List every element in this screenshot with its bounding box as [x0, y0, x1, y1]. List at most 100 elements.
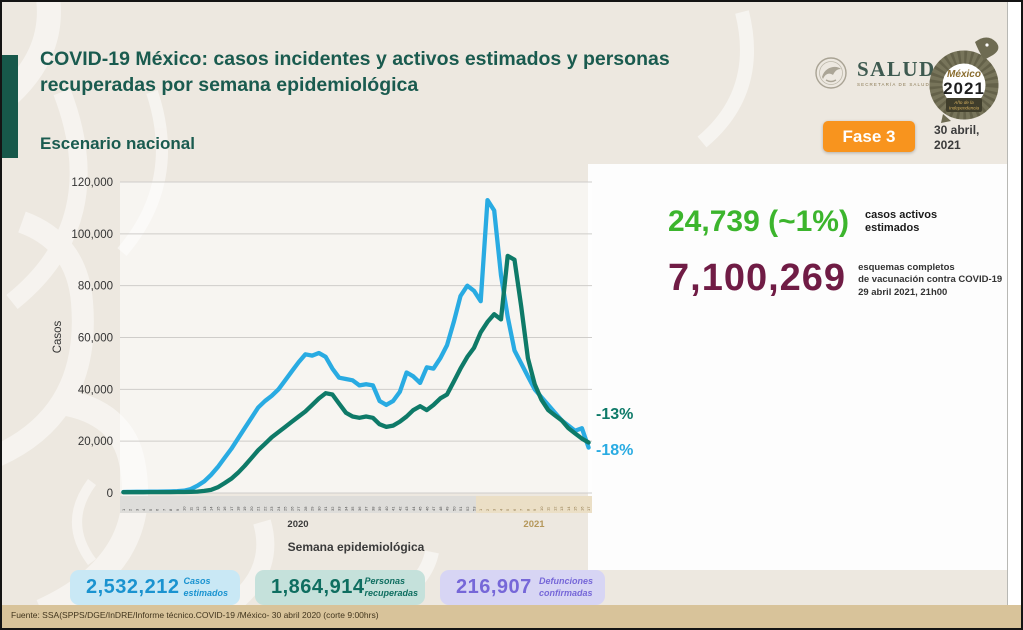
y-axis-tick-labels: 0 20,000 40,000 60,000 80,000 100,000 120,000 [71, 177, 113, 500]
x-axis-title: Semana epidemiológica [288, 540, 425, 554]
svg-text:15: 15 [573, 506, 578, 511]
svg-text:40: 40 [384, 506, 389, 511]
svg-text:44: 44 [411, 506, 416, 511]
svg-text:32: 32 [330, 506, 335, 511]
card-defunciones-label: Defunciones confirmadas [539, 576, 593, 599]
svg-text:1: 1 [121, 508, 126, 511]
vaccination-label-line2: de vacunación contra COVID-19 [858, 274, 1003, 286]
svg-text:28: 28 [303, 506, 308, 511]
annotation-estimados-pct: -18% [596, 442, 633, 459]
card-casos-estimados-value: 2,532,212 [86, 576, 180, 598]
svg-text:38: 38 [370, 506, 375, 511]
svg-text:13: 13 [202, 506, 207, 511]
svg-text:45: 45 [418, 506, 423, 511]
svg-text:49: 49 [445, 506, 450, 511]
svg-text:60,000: 60,000 [78, 333, 113, 345]
svg-text:17: 17 [586, 506, 591, 511]
svg-text:22: 22 [262, 506, 267, 511]
svg-text:12: 12 [552, 506, 557, 511]
svg-text:43: 43 [404, 506, 409, 511]
fase-badge: Fase 3 [823, 121, 915, 152]
svg-text:7: 7 [519, 508, 524, 511]
svg-text:20: 20 [249, 506, 254, 511]
svg-text:8: 8 [525, 508, 530, 511]
vaccination-label: esquemas completos de vacunación contra … [858, 262, 1002, 299]
svg-text:34: 34 [343, 506, 348, 511]
date-label: 30 abril, 2021 [934, 123, 979, 153]
vaccination-label-line1: esquemas completos [858, 262, 955, 273]
svg-text:12: 12 [195, 506, 200, 511]
svg-text:4: 4 [141, 508, 146, 511]
svg-text:25: 25 [283, 506, 288, 511]
svg-text:29: 29 [310, 506, 315, 511]
svg-text:10: 10 [182, 506, 187, 511]
svg-text:27: 27 [296, 506, 301, 511]
x-group-label-2020: 2020 [287, 519, 308, 530]
svg-text:13: 13 [559, 506, 564, 511]
active-cases-label-line1: casos activos [864, 209, 938, 221]
svg-text:24: 24 [276, 506, 281, 511]
svg-text:39: 39 [377, 506, 382, 511]
svg-text:31: 31 [323, 506, 328, 511]
svg-text:51: 51 [458, 506, 463, 511]
x-group-label-2021: 2021 [523, 519, 545, 530]
footer-source-text: Fuente: SSA(SPPS/DGE/InDRE/Informe técni… [11, 610, 379, 620]
svg-text:23: 23 [269, 506, 274, 511]
mexico-logo-sub1: Año de la [953, 100, 974, 105]
epidemic-week-chart: 0 20,000 40,000 60,000 80,000 100,000 120,000 … [47, 177, 647, 557]
salud-logo-subtext: SECRETARÍA DE SALUD [857, 82, 930, 87]
x-axis-week-labels: 1 2 3 4 5 6 7 8 9 10 11 12 13 14 15 16 17 18 19 20 21 22 23 24 2… [121, 506, 591, 511]
svg-text:8: 8 [168, 508, 173, 511]
svg-text:30: 30 [316, 506, 321, 511]
svg-text:41: 41 [391, 506, 396, 511]
svg-text:52: 52 [465, 506, 470, 511]
svg-text:80,000: 80,000 [78, 281, 113, 293]
mexico-logo-year: 2021 [943, 79, 985, 98]
series-lines [121, 197, 591, 495]
svg-text:6: 6 [155, 508, 160, 511]
svg-text:100,000: 100,000 [71, 229, 113, 241]
date-line1: 30 abril, [934, 123, 980, 137]
svg-text:1: 1 [478, 508, 483, 511]
card-personas-label-line2: recuperadas [364, 587, 419, 598]
card-personas-label-line1: Personas [364, 575, 406, 586]
right-white-panel [588, 164, 1008, 570]
svg-text:16: 16 [222, 506, 227, 511]
svg-text:5: 5 [505, 508, 510, 511]
summary-cards-row: 2,532,212 Casos estimados 1,864,914 Pers… [70, 570, 605, 605]
svg-text:120,000: 120,000 [71, 177, 113, 189]
annotation-recuperadas-pct: -13% [596, 406, 633, 423]
mexico-2021-logo: México 2021 Año de la Independencia [923, 32, 1005, 130]
card-casos-estimados: 2,532,212 Casos estimados [70, 570, 240, 605]
card-personas-recuperadas-value: 1,864,914 [271, 576, 365, 598]
svg-text:16: 16 [579, 506, 584, 511]
vaccination-row: 7,100,269 esquemas completos de vacunaci… [668, 259, 1013, 299]
svg-text:14: 14 [566, 506, 571, 511]
svg-text:6: 6 [512, 508, 517, 511]
date-line2: 2021 [934, 138, 961, 152]
svg-text:42: 42 [397, 506, 402, 511]
card-casos-label-line1: Casos [183, 575, 211, 586]
vaccination-label-line3: 29 abril 2021, 21h00 [858, 286, 948, 298]
right-margin-strip [1007, 2, 1021, 605]
mexico-2021-serpent-icon: México 2021 Año de la Independencia [929, 37, 999, 123]
svg-text:47: 47 [431, 506, 436, 511]
svg-text:9: 9 [175, 508, 180, 511]
vaccination-value: 7,100,269 [668, 257, 847, 299]
svg-text:18: 18 [236, 506, 241, 511]
card-personas-recuperadas: 1,864,914 Personas recuperadas [255, 570, 425, 605]
title-accent-bar [2, 55, 18, 158]
scenario-subtitle: Escenario nacional [40, 134, 195, 153]
svg-text:36: 36 [357, 506, 362, 511]
svg-text:19: 19 [242, 506, 247, 511]
svg-text:48: 48 [438, 506, 443, 511]
svg-text:17: 17 [229, 506, 234, 511]
mexico-logo-script: México [947, 69, 981, 80]
line-personas-recuperadas [121, 253, 591, 495]
svg-text:20,000: 20,000 [78, 436, 113, 448]
svg-text:40,000: 40,000 [78, 384, 113, 396]
salud-logo-text-block: SALUD SECRETARÍA DE SALUD [857, 59, 936, 88]
card-casos-label-line2: estimados [183, 587, 228, 598]
svg-text:33: 33 [337, 506, 342, 511]
x-band-2020 [120, 496, 476, 513]
